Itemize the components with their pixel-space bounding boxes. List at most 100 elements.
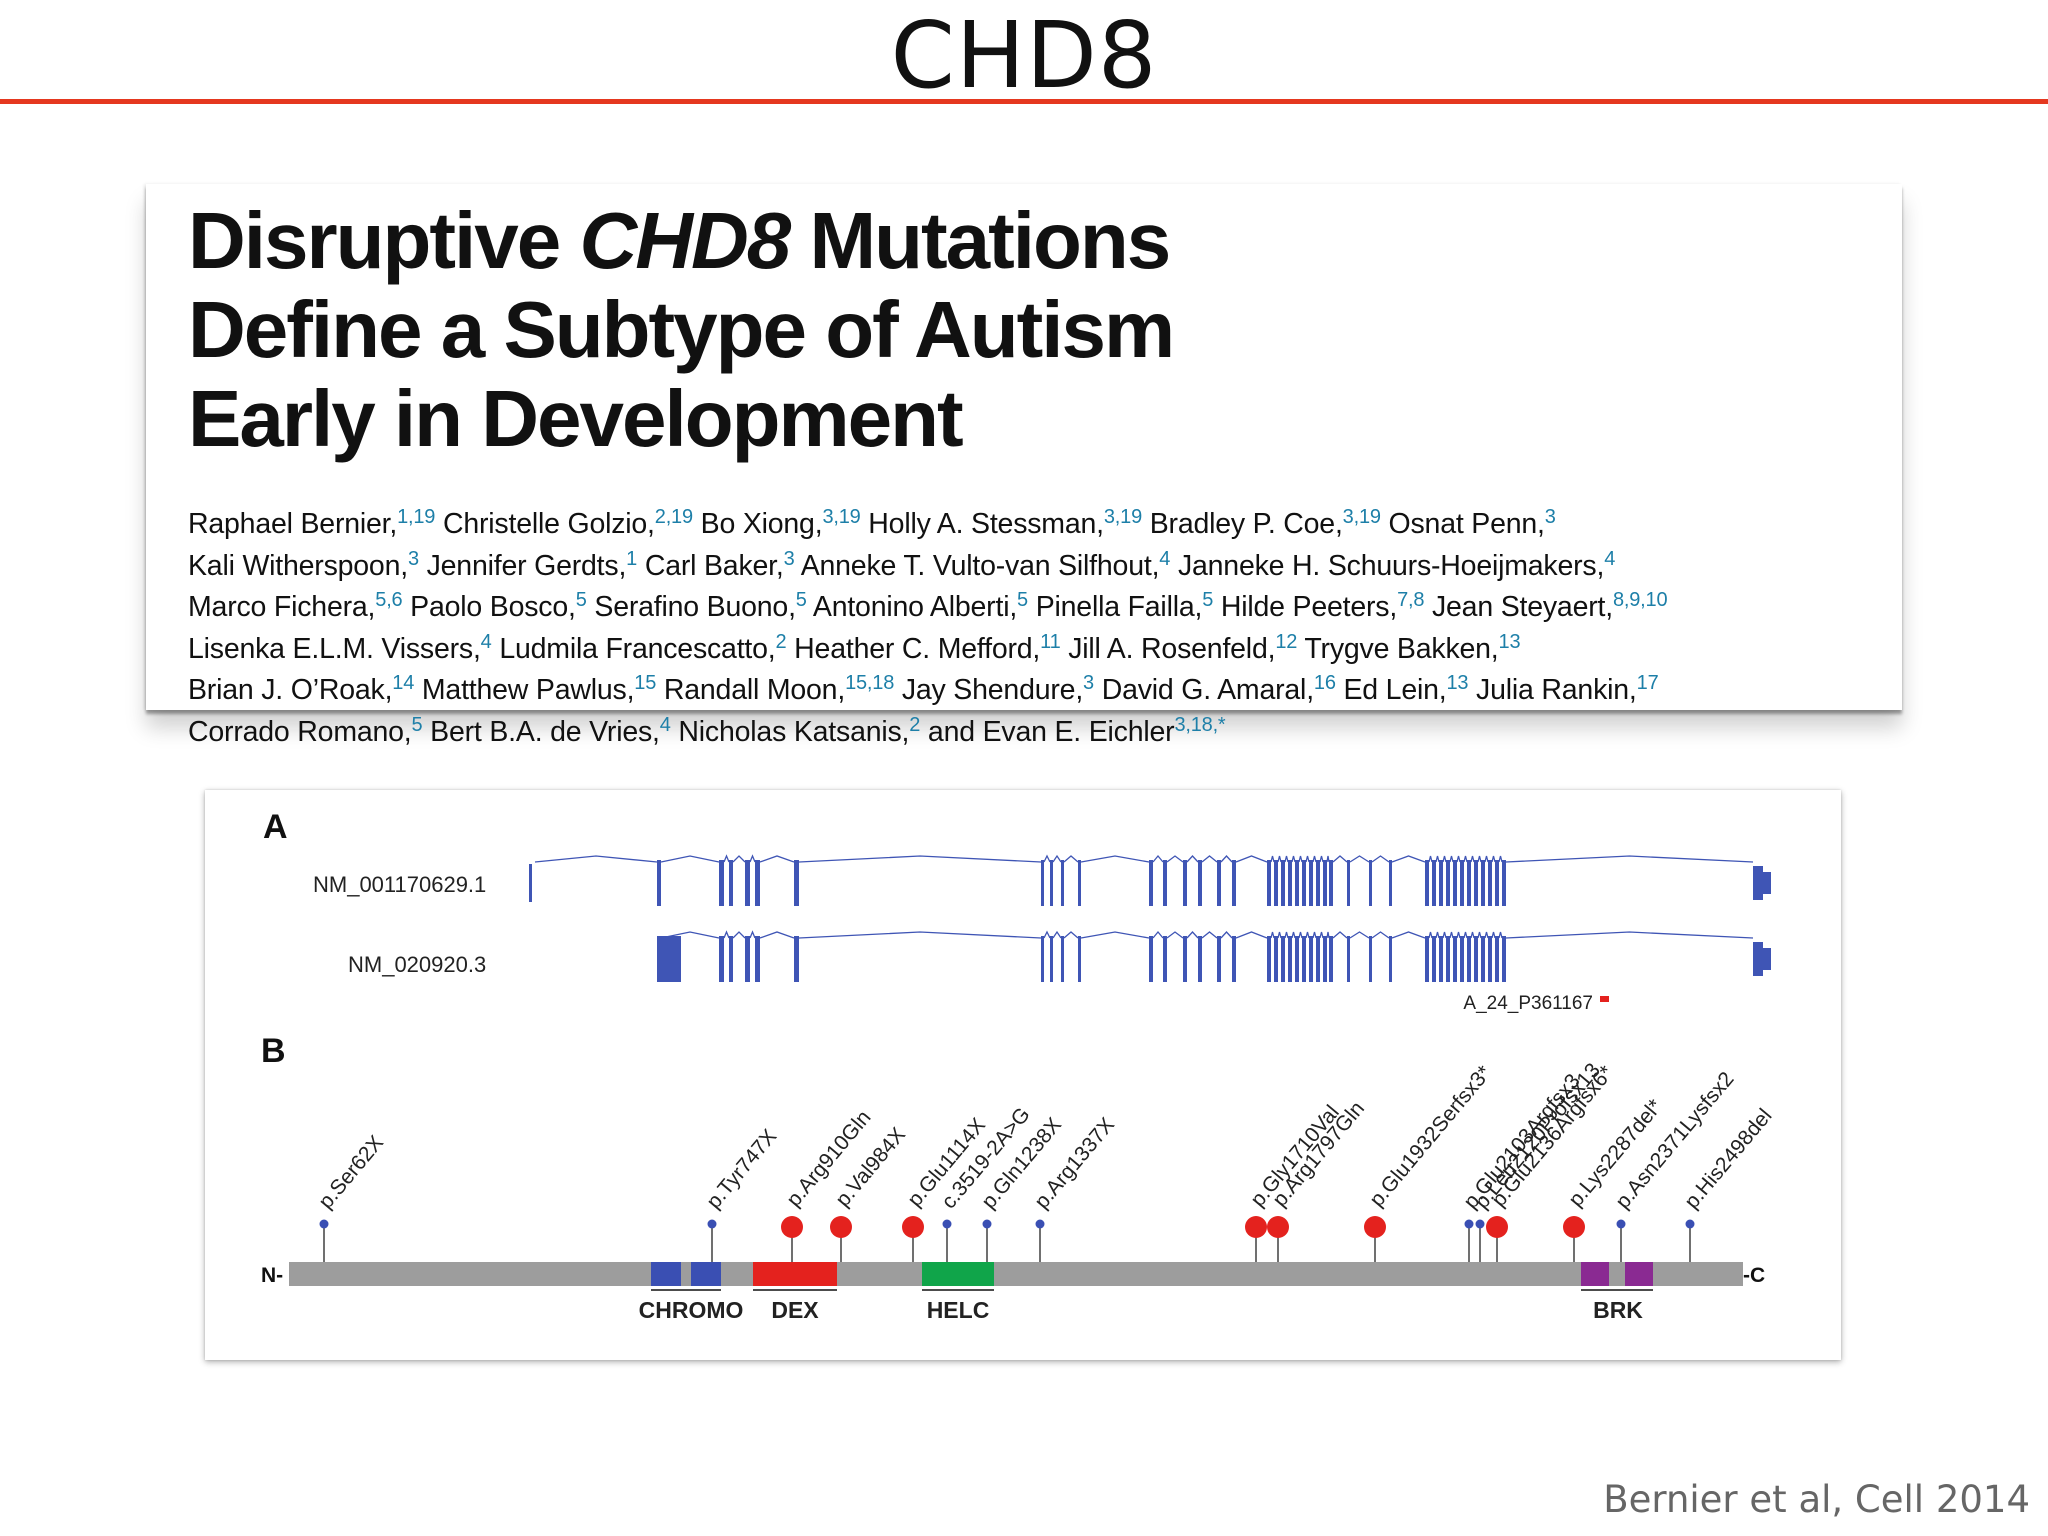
- author-name: Ludmila Francescatto,: [491, 632, 776, 665]
- exon-block: [657, 860, 661, 906]
- domain-box: [691, 1262, 721, 1286]
- exon-block: [1467, 936, 1471, 982]
- mutation-marker: [830, 1216, 852, 1238]
- intron-line: [1332, 931, 1348, 939]
- probe-label: A_24_P361167: [1463, 993, 1593, 1014]
- author-name: Jay Shendure,: [894, 674, 1084, 706]
- exon-block: [1460, 860, 1464, 906]
- intron-line: [1391, 931, 1426, 939]
- panel-b-label: B: [261, 1032, 286, 1070]
- exon-block: [1389, 860, 1392, 906]
- intron-line: [1291, 931, 1296, 939]
- exon-block: [1316, 936, 1320, 982]
- exon-block: [1439, 936, 1443, 982]
- intron-line: [1484, 855, 1489, 863]
- intron-line: [1312, 855, 1317, 863]
- author-name: Osnat Penn,: [1380, 508, 1545, 540]
- exon-block: [657, 936, 681, 982]
- affiliation-superscript: 3: [783, 547, 795, 570]
- mutation-marker: [982, 1219, 992, 1229]
- intron-line: [759, 931, 795, 939]
- exon-block: [1078, 936, 1081, 982]
- citation: Bernier et al, Cell 2014: [1603, 1478, 2030, 1521]
- affiliation-superscript: 8,9,10: [1612, 589, 1668, 611]
- intron-line: [1080, 931, 1150, 939]
- affiliation-superscript: 2: [775, 630, 787, 653]
- intron-line: [1043, 854, 1051, 863]
- affiliation-superscript: 13: [1498, 630, 1521, 653]
- exon-block: [1267, 936, 1271, 982]
- intron-line: [1063, 855, 1079, 863]
- exon-block: [1425, 860, 1429, 906]
- affiliation-superscript: 13: [1446, 672, 1469, 694]
- mutation-marker: [1035, 1219, 1045, 1229]
- exon-block: [1281, 860, 1285, 906]
- exon-block: [1061, 936, 1064, 982]
- affiliation-superscript: 3,19: [822, 506, 861, 528]
- author-name: Ed Lein,: [1335, 674, 1447, 706]
- affiliation-superscript: 12: [1275, 630, 1298, 653]
- exon-block: [1217, 860, 1221, 906]
- affiliation-superscript: 3: [1544, 506, 1556, 528]
- domain-label: DEX: [771, 1297, 819, 1323]
- domain-box: [1625, 1262, 1653, 1286]
- exon-block: [1753, 942, 1763, 976]
- author-name: Jill A. Rosenfeld,: [1060, 632, 1276, 665]
- exon-block: [1267, 860, 1271, 906]
- exon-block: [1323, 860, 1327, 906]
- intron-line: [1284, 931, 1289, 939]
- intron-line: [1498, 931, 1503, 939]
- domain-label: CHROMO: [639, 1297, 744, 1323]
- intron-line: [1477, 931, 1482, 939]
- paper-title-line: Disruptive CHD8 Mutations: [188, 196, 1888, 285]
- gene-name: CHD8: [579, 196, 791, 285]
- intron-line: [1477, 855, 1482, 863]
- intron-line: [1080, 855, 1150, 863]
- exon-block: [1163, 860, 1167, 906]
- mutation-marker: [1464, 1219, 1474, 1229]
- n-terminus-label: N-: [261, 1264, 283, 1287]
- exon-block: [1078, 860, 1081, 906]
- affiliation-superscript: 2: [909, 713, 921, 736]
- exon-block: [1495, 860, 1499, 906]
- exon-block: [719, 936, 724, 982]
- intron-line: [1298, 855, 1303, 863]
- exon-block: [1232, 860, 1236, 906]
- intron-line: [1312, 931, 1317, 939]
- exon-block: [1453, 860, 1457, 906]
- exon-block: [1446, 936, 1450, 982]
- exon-block: [1309, 860, 1313, 906]
- mutation-marker: [1685, 1219, 1695, 1229]
- author-name: David G. Amaral,: [1093, 674, 1314, 706]
- exon-block: [1323, 936, 1327, 982]
- affiliation-superscript: 3,19: [1342, 506, 1381, 528]
- intron-line: [1428, 931, 1433, 939]
- intron-line: [1235, 855, 1268, 863]
- exon-block: [1295, 936, 1299, 982]
- affiliation-superscript: 5: [795, 589, 807, 611]
- domain-box: [753, 1262, 837, 1286]
- intron-line: [1201, 855, 1218, 863]
- intron-line: [1319, 931, 1324, 939]
- affiliation-superscript: 4: [480, 630, 492, 653]
- mutation-marker: [1563, 1216, 1585, 1238]
- exon-block: [1309, 936, 1313, 982]
- title-text: Define a Subtype of Autism: [188, 285, 1175, 374]
- exon-block: [755, 936, 760, 982]
- intron-line: [1305, 931, 1310, 939]
- intron-line: [1498, 855, 1503, 863]
- exon-block: [729, 860, 733, 906]
- author-name: Pinella Failla,: [1027, 591, 1203, 623]
- exon-block: [1502, 936, 1506, 982]
- intron-line: [534, 855, 658, 863]
- exon-block: [1446, 860, 1450, 906]
- author-name: Serafino Buono,: [586, 591, 796, 623]
- author-name: and Evan E. Eichler: [920, 715, 1175, 748]
- intron-line: [1442, 855, 1447, 863]
- author-line: Brian J. O’Roak,14 Matthew Pawlus,15 Ran…: [188, 666, 1888, 708]
- figure-canvas: A B NM_001170629.1 NM_020920.3 A_24_P361…: [261, 808, 1777, 1323]
- exon-block: [1753, 866, 1763, 900]
- intron-line: [1470, 931, 1475, 939]
- exon-block: [1432, 936, 1436, 982]
- author-name: Julia Rankin,: [1468, 674, 1637, 706]
